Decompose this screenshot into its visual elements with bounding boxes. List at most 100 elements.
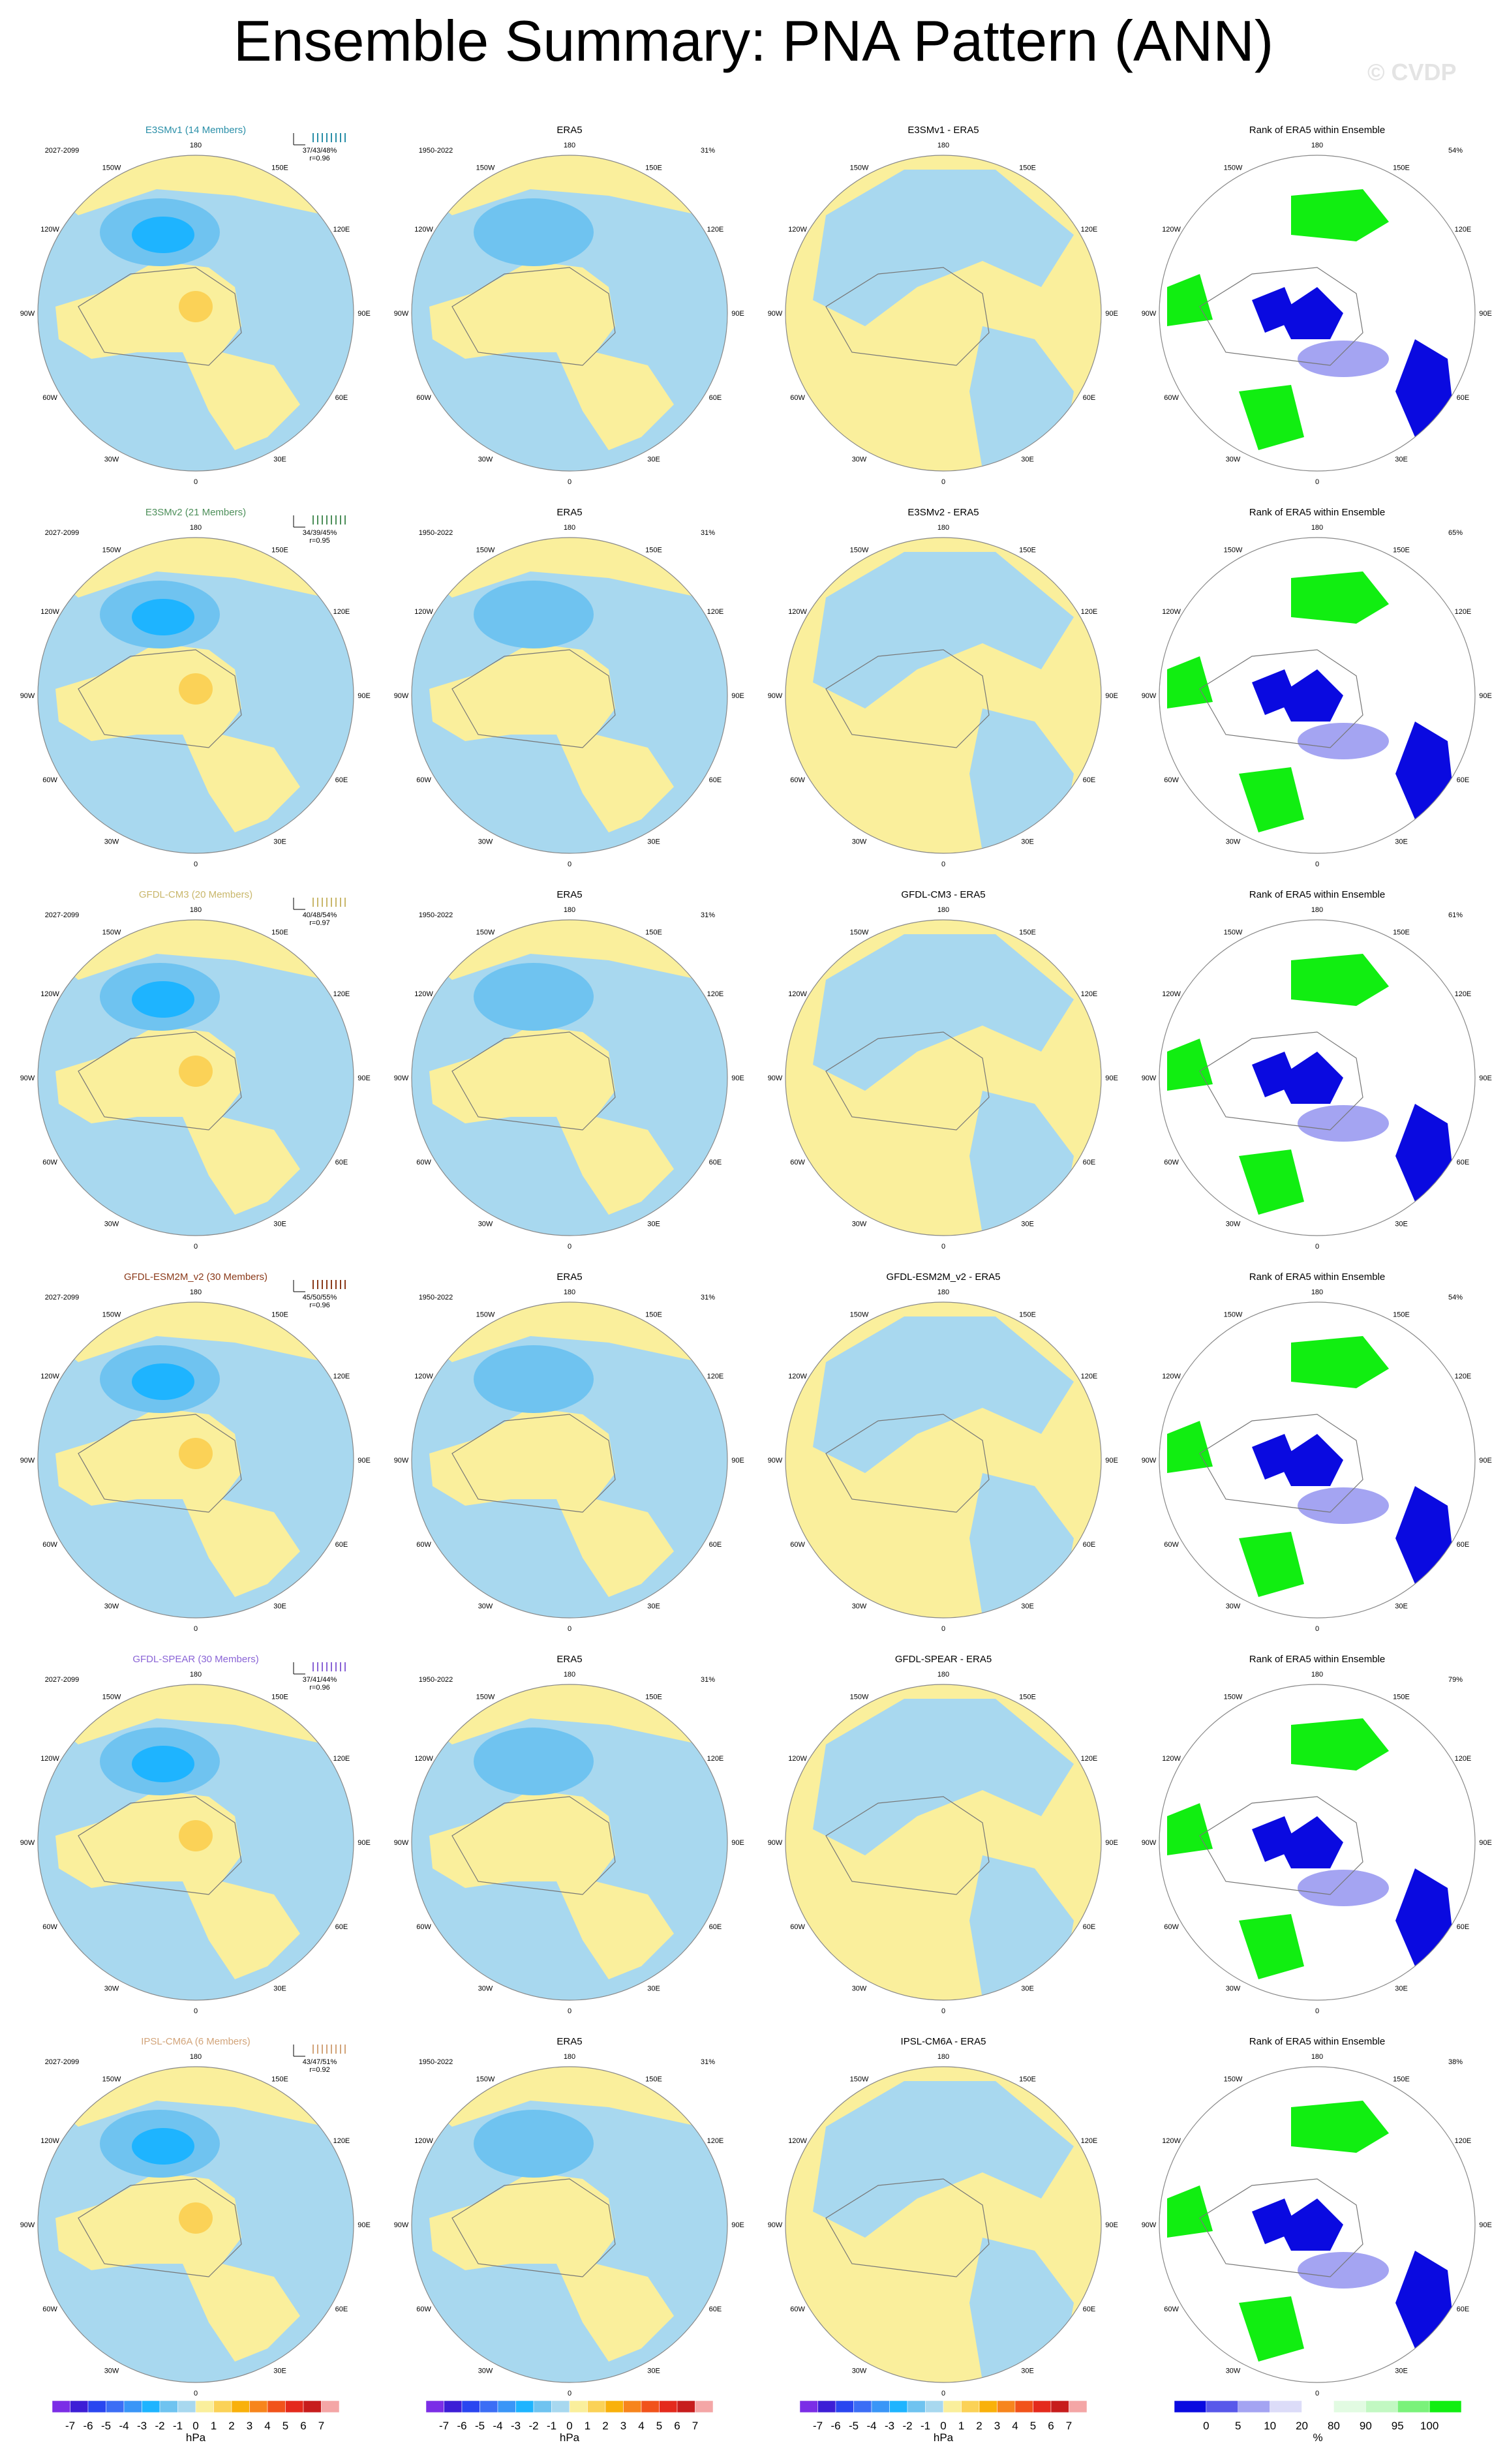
period-label: 2027-2099 — [45, 529, 80, 537]
map-border — [37, 2066, 354, 2383]
longitude-label: 120E — [1455, 990, 1472, 998]
colorbar-swatch — [871, 2400, 890, 2413]
longitude-label: 90W — [1142, 2221, 1157, 2229]
rank-low-region — [1278, 1434, 1343, 1486]
panel-rank-1: 180 150E 120E 90E 60E 30E 0 30W 60W 90W 120W 150W Ra… — [1142, 125, 1492, 486]
pacific-low-contour — [474, 963, 594, 1031]
longitude-label: 0 — [194, 2007, 198, 2015]
map-panels: 180 150E 120E 90E 60E 30E 0 30W 60W 90W 120W 150W E3… — [20, 125, 1492, 2397]
longitude-label: 60E — [335, 1923, 348, 1931]
coastline — [825, 2178, 990, 2277]
colorbar-tick-label: 2 — [976, 2420, 982, 2432]
longitude-label: 180 — [564, 142, 575, 149]
positive-region — [429, 1026, 674, 1215]
panel-rank-6: 180 150E 120E 90E 60E 30E 0 30W 60W 90W 120W 150W Ra… — [1142, 2036, 1492, 2397]
longitude-label: 150E — [1019, 164, 1036, 172]
longitude-label: 30E — [647, 838, 660, 845]
longitude-label: 90E — [731, 2221, 744, 2229]
longitude-label: 150E — [645, 547, 662, 555]
pct-variance-label: 34/39/45% — [303, 529, 337, 537]
map-fill — [38, 1684, 354, 2000]
colorbar-swatch — [213, 2400, 232, 2413]
longitude-label: 60W — [416, 1541, 431, 1549]
longitude-label: 60E — [1083, 394, 1096, 402]
colorbar-tick-label: 0 — [192, 2420, 198, 2432]
longitude-label: 30E — [1395, 1602, 1408, 1610]
pacific-low-core — [132, 1746, 194, 1782]
canada-high-contour — [179, 1820, 213, 1851]
difference-title: GFDL-SPEAR - ERA5 — [895, 1654, 992, 1665]
longitude-label: 150E — [1393, 1694, 1410, 1701]
rank-low-region — [1252, 1816, 1298, 1862]
obs-period-label: 1950-2022 — [419, 2058, 453, 2066]
colorbar-tick-label: 1 — [211, 2420, 217, 2432]
longitude-label: 150E — [1393, 2076, 1410, 2084]
longitude-label: 90W — [20, 2221, 35, 2229]
coastline — [825, 267, 990, 366]
coastline — [78, 2178, 242, 2277]
model-title: GFDL-CM3 (20 Members) — [139, 889, 252, 900]
map-fill — [412, 1684, 727, 2000]
pacific-low-contour — [474, 198, 594, 266]
colorbar-tick-label: -5 — [101, 2420, 111, 2432]
longitude-label: 180 — [564, 2053, 575, 2061]
colorbar-swatch — [515, 2400, 534, 2413]
colorbar-tick-label: -7 — [439, 2420, 449, 2432]
longitude-label: 60W — [790, 1923, 805, 1931]
colorbar-tick-label: 4 — [1012, 2420, 1018, 2432]
map-fill — [785, 155, 1101, 471]
colorbar-tick-label: -3 — [885, 2420, 894, 2432]
map-border — [411, 155, 728, 472]
longitude-label: 60W — [1164, 776, 1179, 784]
rank-high-region — [1239, 385, 1304, 450]
obs-pct-label: 31% — [701, 911, 715, 919]
longitude-label: 120E — [1455, 2137, 1472, 2145]
longitude-label: 60W — [42, 1159, 57, 1166]
rank-high-region — [1239, 1532, 1304, 1597]
longitude-label: 30W — [1226, 455, 1241, 463]
positive-region — [55, 261, 300, 450]
longitude-label: 150E — [645, 2076, 662, 2084]
longitude-label: 90E — [1479, 2221, 1492, 2229]
rank-high-region — [1167, 1039, 1213, 1091]
longitude-label: 60E — [1083, 1923, 1096, 1931]
longitude-label: 150W — [102, 547, 121, 555]
longitude-label: 90W — [394, 692, 409, 700]
map-fill — [1159, 2067, 1475, 2382]
longitude-label: 0 — [1315, 1625, 1319, 1633]
longitude-label: 90E — [731, 1457, 744, 1465]
negative-region — [813, 934, 1074, 1091]
colorbar-hpa-2: -7 -6 -5 -4 -3 -2 -1 0 1 2 3 4 5 6 7 hPa — [425, 2400, 714, 2444]
longitude-label: 90W — [394, 1457, 409, 1465]
coastline — [451, 1796, 616, 1895]
negative-region — [813, 552, 1074, 708]
colorbar-tick-label: 90 — [1360, 2420, 1372, 2432]
obs-title: ERA5 — [556, 125, 582, 136]
panel-model-6: 180 150E 120E 90E 60E 30E 0 30W 60W 90W 120W 150W IP… — [20, 2036, 371, 2397]
coastline — [1199, 267, 1363, 366]
longitude-label: 90W — [394, 310, 409, 318]
longitude-label: 90W — [1142, 310, 1157, 318]
longitude-label: 60E — [1457, 2305, 1470, 2313]
positive-region — [429, 1790, 674, 1979]
colorbar-tick-label: -3 — [137, 2420, 147, 2432]
longitude-label: 0 — [194, 478, 198, 486]
coastline — [1199, 2178, 1363, 2277]
difference-title: E3SMv2 - ERA5 — [907, 507, 979, 518]
rank-high-region — [1239, 2296, 1304, 2362]
longitude-label: 60W — [1164, 1541, 1179, 1549]
longitude-label: 120W — [1162, 1373, 1181, 1380]
positive-region — [55, 1408, 300, 1597]
rank-high-region — [1167, 274, 1213, 326]
longitude-label: 60W — [416, 776, 431, 784]
longitude-label: 150W — [1224, 1311, 1243, 1319]
rank-pct-label: 79% — [1448, 1676, 1463, 1684]
map-border — [785, 1684, 1102, 2001]
longitude-label: 60E — [1083, 1541, 1096, 1549]
longitude-label: 60E — [335, 1159, 348, 1166]
spread-boxplot — [293, 898, 346, 910]
coastline — [78, 649, 242, 748]
colorbar-swatch — [1397, 2400, 1430, 2413]
colorbar-tick-label: 5 — [1235, 2420, 1241, 2432]
longitude-label: 30E — [647, 2367, 660, 2375]
